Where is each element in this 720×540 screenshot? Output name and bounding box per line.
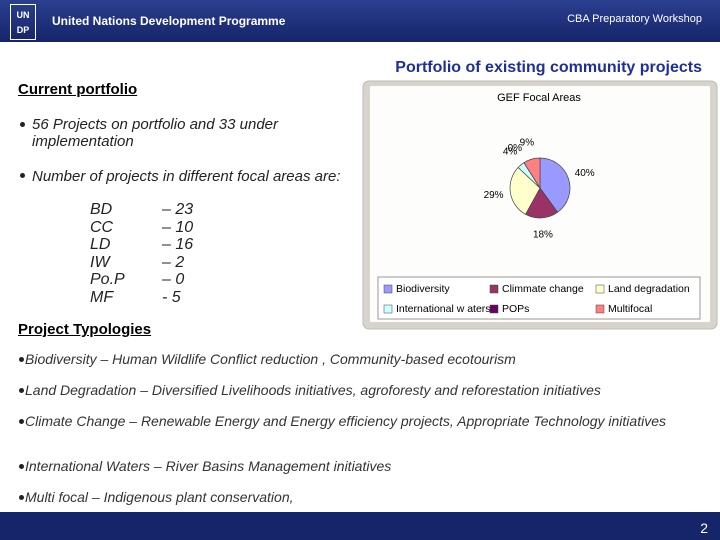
focal-area-code: IW — [90, 253, 110, 271]
focal-area-code: LD — [90, 236, 111, 253]
bullet — [19, 357, 24, 362]
data-label: 29% — [484, 190, 504, 201]
focal-area-count: – 2 — [162, 253, 185, 271]
section-heading: Current portfolio — [18, 81, 138, 98]
focal-area-code: CC — [90, 218, 114, 236]
data-label: 4% — [503, 146, 518, 157]
footer-bar — [0, 512, 720, 540]
focal-area-count: – 16 — [162, 236, 194, 253]
focal-area-count: - 5 — [162, 288, 181, 306]
data-label: 18% — [533, 230, 553, 241]
legend-swatch — [489, 304, 499, 314]
chart-title: GEF Focal Areas — [497, 92, 581, 104]
focal-area-count: – 23 — [162, 201, 194, 218]
event-name: CBA Preparatory Workshop — [567, 13, 702, 25]
bullet — [20, 122, 25, 127]
logo: UN DP — [10, 4, 36, 40]
bullet-text: Multi focal – Indigenous plant conservat… — [25, 489, 294, 505]
data-label: 9% — [520, 138, 535, 149]
bullet — [19, 388, 24, 393]
pie-slice — [523, 157, 541, 190]
pie-slice — [539, 157, 571, 213]
bullet-text: International Waters – River Basins Mana… — [25, 458, 392, 474]
legend-label: Biodiversity — [396, 283, 450, 295]
legend-swatch — [595, 284, 605, 294]
legend-box — [377, 276, 701, 320]
legend-swatch — [383, 304, 393, 314]
bullet-text: Climate Change – Renewable Energy and En… — [25, 413, 666, 429]
focal-area-code: MF — [90, 288, 114, 306]
legend-label: Land degradation — [608, 283, 690, 295]
bullet-text: Land Degradation – Diversified Livelihoo… — [25, 382, 601, 398]
data-label: 40% — [575, 168, 595, 179]
logo-bottom: DP — [16, 25, 30, 35]
slide-title: Portfolio of existing community projects — [395, 59, 702, 76]
header-bar — [0, 0, 720, 42]
focal-area-code: BD — [90, 201, 113, 218]
legend-swatch — [595, 304, 605, 314]
organization: United Nations Development Programme — [52, 14, 286, 28]
bullet — [19, 464, 24, 469]
legend-swatch — [489, 284, 499, 294]
bullet-text: Biodiversity – Human Wildlife Conflict r… — [25, 351, 516, 367]
legend-label: International w aters — [396, 303, 491, 315]
bullet — [19, 419, 24, 424]
legend-label: Climmate change — [502, 283, 584, 295]
focal-area-code: Po.P — [90, 271, 125, 288]
focal-area-count: – 0 — [162, 271, 185, 288]
legend-label: POPs — [502, 303, 529, 315]
data-label: 0% — [508, 143, 523, 154]
logo-top: UN — [16, 10, 30, 20]
pie-slice — [509, 166, 541, 215]
legend-swatch — [383, 284, 393, 294]
section-heading: Project Typologies — [18, 321, 152, 338]
chart: GEF Focal Areas 40% 18% 29% 4%0%9% Biodivers… — [362, 80, 718, 330]
bullet-text: 56 Projects on portfolio and 33 under im… — [32, 116, 278, 150]
legend-label: Multifocal — [608, 303, 652, 315]
bullet-text: Number of projects in different focal ar… — [32, 168, 341, 185]
focal-area-count: – 10 — [162, 218, 194, 236]
bullet — [20, 173, 25, 178]
bullet — [19, 495, 24, 500]
page-number: 2 — [700, 520, 708, 536]
